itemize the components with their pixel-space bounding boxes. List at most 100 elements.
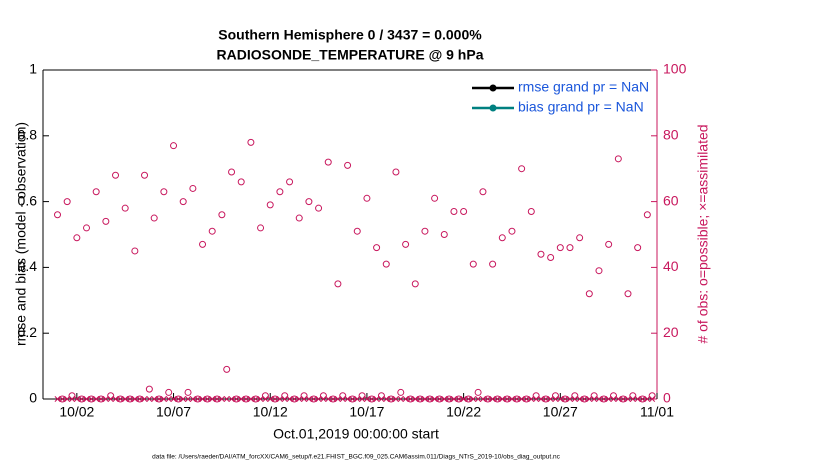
possible-obs-marker (218, 211, 226, 219)
assimilated-obs-marker (305, 396, 312, 402)
possible-obs-marker (522, 395, 530, 403)
assimilated-obs-marker (586, 396, 593, 402)
assimilated-obs-marker (286, 396, 293, 402)
assimilated-obs-marker (388, 396, 395, 402)
assimilated-obs-marker (436, 396, 443, 402)
possible-obs-marker (373, 244, 381, 252)
assimilated-obs-marker (402, 396, 409, 402)
possible-obs-marker (131, 247, 139, 255)
assimilated-obs-marker (576, 396, 583, 402)
x-tick-label: 10/02 (59, 404, 94, 420)
possible-obs-marker (112, 171, 120, 179)
y-tick-label: 0 (29, 390, 37, 406)
possible-obs-marker (78, 395, 86, 403)
assimilated-obs-marker (513, 396, 520, 402)
possible-obs-marker (493, 395, 501, 403)
possible-obs-marker (455, 395, 463, 403)
chart-title: Southern Hemisphere 0 / 3437 = 0.000% (218, 27, 482, 43)
assimilated-obs-marker (441, 396, 448, 402)
y2-tick-label: 40 (663, 258, 679, 274)
assimilated-obs-marker (339, 396, 346, 402)
assimilated-obs-marker (175, 396, 182, 402)
possible-obs-marker (638, 395, 646, 403)
assimilated-obs-marker (455, 396, 462, 402)
assimilated-obs-marker (489, 396, 496, 402)
assimilated-obs-marker (218, 396, 225, 402)
possible-obs-marker (92, 188, 100, 196)
assimilated-obs-marker (93, 396, 100, 402)
assimilated-obs-marker (59, 396, 66, 402)
assimilated-obs-marker (276, 396, 283, 402)
assimilated-obs-marker (223, 396, 230, 402)
assimilated-obs-marker (557, 396, 564, 402)
assimilated-obs-marker (330, 396, 337, 402)
possible-obs-marker (266, 201, 274, 209)
assimilated-obs-marker (605, 396, 612, 402)
possible-obs-marker (310, 395, 318, 403)
y2-axis-label: # of obs: o=possible; ×=assimilated (695, 124, 711, 343)
possible-obs-marker (508, 227, 516, 235)
assimilated-obs-marker (644, 396, 651, 402)
assimilated-obs-marker (484, 396, 491, 402)
possible-obs-marker (160, 188, 168, 196)
possible-obs-marker (474, 388, 482, 396)
assimilated-obs-marker (523, 396, 530, 402)
x-tick-label: 10/17 (349, 404, 384, 420)
assimilated-obs-marker (383, 396, 390, 402)
x-tick-label: 11/01 (640, 404, 674, 420)
possible-obs-marker (431, 194, 439, 202)
possible-obs-marker (73, 234, 81, 242)
legend-label: bias grand pr = NaN (518, 99, 644, 115)
assimilated-obs-marker (199, 396, 206, 402)
assimilated-obs-marker (334, 396, 341, 402)
assimilated-obs-marker (610, 396, 617, 402)
assimilated-obs-marker (320, 396, 327, 402)
possible-obs-marker (126, 395, 134, 403)
possible-obs-marker (121, 204, 129, 212)
assimilated-obs-marker (160, 396, 167, 402)
assimilated-obs-marker (479, 396, 486, 402)
assimilated-obs-marker (397, 396, 404, 402)
assimilated-obs-marker (88, 396, 95, 402)
possible-obs-marker (232, 395, 240, 403)
x-tick-label: 10/22 (446, 404, 481, 420)
possible-obs-marker (585, 290, 593, 298)
possible-obs-marker (460, 207, 468, 215)
y2-tick-label: 0 (663, 390, 671, 406)
assimilated-obs-marker (185, 396, 191, 402)
possible-obs-marker (334, 280, 342, 288)
legend-marker (489, 84, 497, 92)
assimilated-obs-marker (412, 396, 419, 402)
assimilated-obs-marker (151, 396, 158, 402)
possible-obs-marker (305, 198, 313, 206)
possible-obs-marker (102, 217, 110, 225)
possible-obs-marker (286, 178, 294, 186)
y-tick-label: 1 (29, 61, 37, 77)
possible-obs-marker (556, 244, 564, 252)
assimilated-obs-marker (214, 396, 221, 402)
assimilated-obs-marker (204, 396, 211, 402)
assimilated-obs-marker (194, 396, 201, 402)
assimilated-obs-marker (615, 396, 622, 402)
assimilated-obs-marker (581, 396, 588, 402)
possible-obs-marker (392, 168, 400, 176)
assimilated-obs-marker (131, 396, 138, 402)
possible-obs-marker (271, 395, 279, 403)
assimilated-obs-marker (552, 396, 559, 402)
assimilated-obs-marker (170, 396, 177, 402)
assimilated-obs-marker (460, 396, 467, 402)
possible-obs-marker (576, 234, 584, 242)
legend-marker (489, 104, 497, 112)
possible-obs-marker (329, 395, 337, 403)
possible-obs-marker (237, 178, 245, 186)
possible-obs-marker (228, 168, 236, 176)
assimilated-obs-marker (625, 396, 631, 402)
possible-obs-marker (498, 234, 506, 242)
possible-obs-marker (450, 207, 458, 215)
possible-obs-marker (605, 240, 613, 248)
assimilated-obs-marker (562, 396, 569, 402)
y-tick-label: 0.8 (18, 127, 38, 143)
possible-obs-marker (116, 395, 124, 403)
possible-obs-marker (411, 280, 419, 288)
